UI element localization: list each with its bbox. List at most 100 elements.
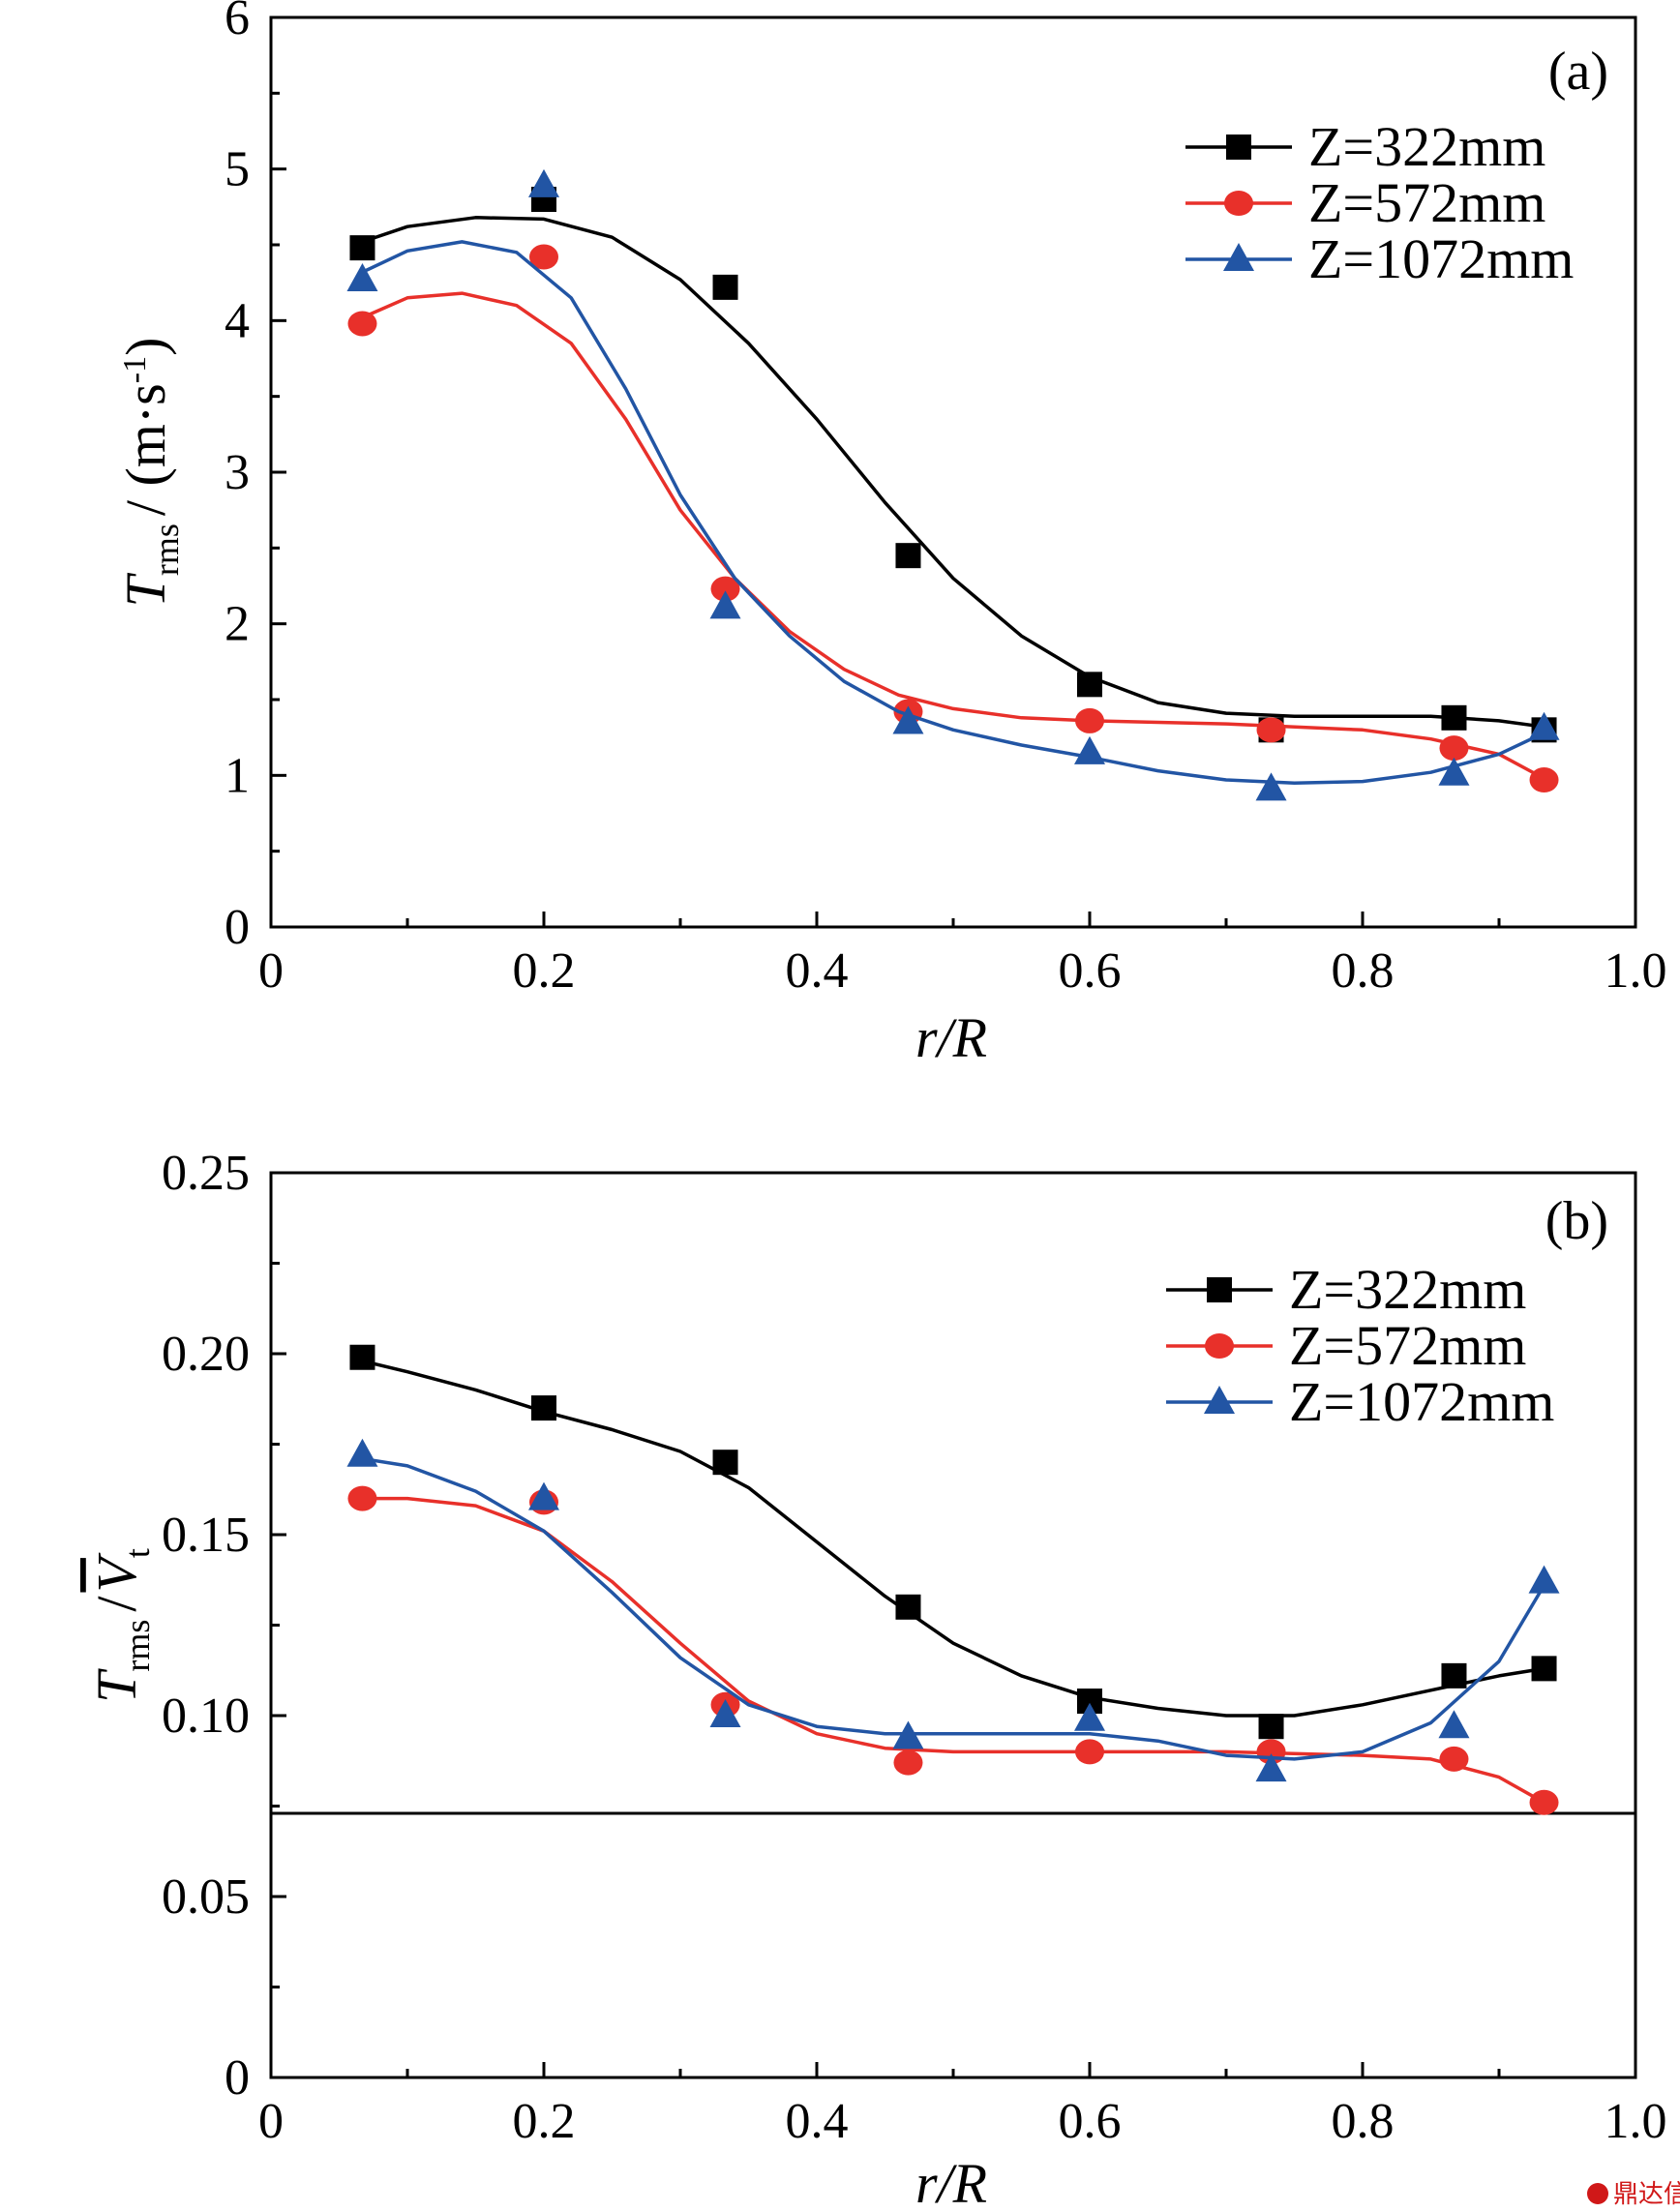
legend-marker [1223, 243, 1254, 271]
data-point [892, 705, 924, 734]
data-point [529, 244, 558, 270]
legend-label: Z=1072mm [1289, 1370, 1554, 1433]
x-tick-label: 1.0 [1605, 2094, 1667, 2149]
y-axis-label: Trms/ (m·s-1) [114, 338, 186, 608]
legend-marker [1204, 1386, 1235, 1414]
data-point [349, 235, 375, 261]
data-point [709, 1699, 741, 1727]
data-point [1255, 772, 1287, 801]
x-tick-label: 0.2 [513, 2094, 576, 2149]
data-point [1074, 735, 1105, 764]
data-point [349, 1344, 375, 1370]
x-tick-label: 0 [258, 943, 284, 999]
data-point [893, 1749, 923, 1776]
legend-label: Z=572mm [1289, 1314, 1526, 1377]
data-point [1438, 757, 1470, 786]
data-point [710, 576, 740, 602]
x-tick-label: 0.8 [1332, 943, 1395, 999]
data-point [1258, 1714, 1284, 1740]
data-point [1077, 672, 1102, 698]
y-tick-label: 4 [225, 293, 250, 348]
data-point [1255, 1753, 1287, 1782]
legend-marker [1207, 1277, 1232, 1302]
data-point [895, 543, 921, 569]
y-tick-label: 0.15 [162, 1508, 250, 1563]
fit-curve [361, 216, 1545, 729]
data-point [1528, 711, 1560, 740]
data-point [892, 1720, 924, 1749]
data-point [1529, 767, 1559, 793]
legend-marker [1226, 135, 1251, 160]
x-axis-label: r/R [915, 2152, 987, 2212]
legend-marker [1205, 1333, 1234, 1359]
data-point [1441, 704, 1467, 731]
data-point [895, 1594, 921, 1620]
y-tick-label: 5 [225, 142, 250, 197]
series-2 [347, 1485, 1559, 1815]
y-tick-label: 3 [225, 445, 250, 500]
panel-a: 0 0.2 0.4 0.6 0.8 1.0 0 1 2 3 4 5 6 Z=322mmZ=572mmZ=1… [114, 0, 1667, 1069]
watermark-text: 鼎达信 [1613, 2180, 1680, 2209]
data-point [1438, 1710, 1470, 1739]
data-point [1441, 1662, 1467, 1689]
x-axis-label: r/R [915, 1006, 987, 1069]
series-3 [346, 1438, 1560, 1782]
series-3 [346, 168, 1560, 801]
legend-label: Z=1072mm [1308, 227, 1574, 290]
x-tick-label: 0.6 [1059, 943, 1122, 999]
data-point [709, 590, 741, 619]
y-tick-label: 0.25 [162, 1146, 250, 1201]
data-point [528, 1481, 559, 1510]
x-tick-label: 0.4 [786, 2094, 849, 2149]
x-tick-label: 0 [258, 2094, 284, 2149]
y-tick-label: 0.10 [162, 1689, 250, 1744]
data-point [712, 274, 738, 300]
data-point [1075, 1739, 1104, 1765]
y-tick-label: 6 [225, 0, 250, 45]
data-point [347, 1485, 377, 1511]
y-tick-label: 1 [225, 748, 250, 803]
legend-label: Z=322mm [1308, 115, 1545, 178]
fit-curve [361, 291, 1545, 781]
series-1 [349, 1344, 1557, 1740]
data-point [1531, 1656, 1557, 1682]
y-tick-label: 0 [225, 2050, 250, 2106]
legend-label: Z=322mm [1289, 1258, 1526, 1321]
fit-curve [362, 1456, 1546, 1761]
data-point [531, 1395, 556, 1421]
data-point [346, 1438, 378, 1467]
y-tick-label: 0.05 [162, 1869, 250, 1925]
data-point [347, 311, 377, 337]
panel-b: 0 0.2 0.4 0.6 0.8 1.0 0 0.05 0.10 0.15 0.20 0.25 Z=3… [85, 1146, 1667, 2212]
fit-curve [361, 240, 1545, 785]
x-tick-label: 0.6 [1059, 2094, 1122, 2149]
y-tick-label: 2 [225, 597, 250, 652]
y-tick-label: 0 [225, 900, 250, 955]
x-tick-label: 1.0 [1605, 943, 1667, 999]
legend-marker [1224, 191, 1253, 216]
x-tick-label: 0.4 [786, 943, 849, 999]
fit-curve [362, 1496, 1545, 1805]
data-point [1528, 1565, 1560, 1594]
x-tick-label: 0.2 [513, 943, 576, 999]
data-point [712, 1450, 738, 1476]
data-point [1439, 735, 1469, 762]
panel-label: (a) [1548, 42, 1608, 102]
panel-label: (b) [1545, 1191, 1608, 1251]
y-axis-label: Trms/Vt [85, 1548, 157, 1703]
data-point [1256, 717, 1286, 743]
data-point [528, 168, 559, 197]
y-tick-label: 0.20 [162, 1327, 250, 1382]
data-point [1529, 1789, 1559, 1815]
watermark: 鼎达信 [1587, 2180, 1680, 2209]
x-tick-label: 0.8 [1332, 2094, 1395, 2149]
data-point [1075, 707, 1104, 733]
legend-label: Z=572mm [1308, 171, 1545, 234]
data-point [1074, 1702, 1105, 1731]
series-2 [347, 244, 1559, 793]
data-point [1439, 1746, 1469, 1772]
data-point [346, 263, 378, 292]
